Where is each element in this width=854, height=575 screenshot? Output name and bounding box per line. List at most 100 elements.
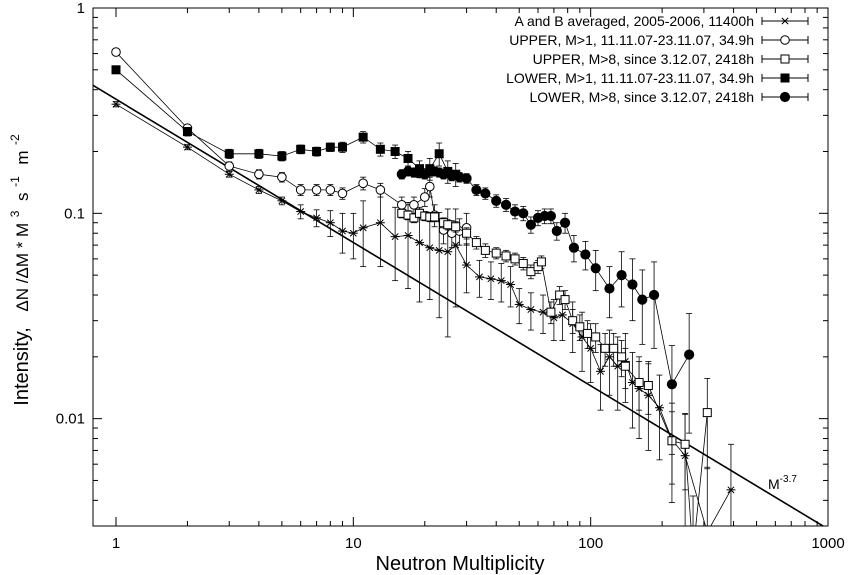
reference-line: M-3.7: [93, 84, 825, 526]
data-point: [487, 275, 495, 283]
legend-marker: [779, 91, 791, 103]
data-point: [376, 219, 384, 227]
data-point: [689, 550, 697, 558]
legend-marker: [780, 54, 790, 64]
data-point: [338, 227, 346, 235]
data-point: [277, 151, 287, 161]
data-point: [627, 279, 638, 290]
data-point: [359, 224, 367, 232]
data-point: [501, 251, 511, 261]
y-tick-labels: 0.01 0.1 1: [56, 0, 85, 428]
data-point: [480, 245, 490, 255]
data-point: [550, 314, 558, 322]
data-point: [780, 73, 790, 83]
data-point: [358, 178, 368, 189]
data-point: [780, 54, 790, 64]
data-point: [375, 185, 386, 195]
data-point: [452, 241, 460, 249]
data-point: [349, 229, 357, 237]
data-point: [558, 311, 566, 319]
plot-frame: [92, 7, 829, 527]
series-open-square: [397, 208, 712, 558]
data-point: [560, 295, 570, 305]
data-point: [425, 181, 435, 192]
data-point: [404, 231, 412, 239]
data-point: [325, 142, 335, 152]
data-point: [255, 186, 263, 194]
data-point: [390, 147, 400, 157]
data-point: [311, 185, 322, 195]
data-point: [444, 248, 452, 256]
y-axis-label-rest2: m: [13, 151, 32, 165]
data-point: [539, 308, 547, 316]
data-point: [616, 270, 627, 281]
data-point: [297, 208, 305, 216]
y-tick-label: 0.1: [64, 205, 85, 222]
data-point: [471, 184, 482, 196]
y-axis-label: Intensity, ΔN /ΔM * M 3 s -1 m -2: [2, 134, 33, 406]
data-point: [415, 239, 423, 247]
data-point: [648, 289, 660, 301]
data-point: [605, 353, 613, 361]
data-point: [434, 149, 444, 159]
data-point: [296, 144, 306, 154]
legend: A and B averaged, 2005-2006, 11400h UPPER…: [506, 13, 809, 105]
svg-text:Intensity, ΔN /ΔM * M: Intensity, ΔN /ΔM * M 3 s -1 m -2: [2, 134, 33, 406]
data-point: [526, 267, 536, 277]
data-point: [666, 379, 678, 390]
y-axis-label-rest: s: [13, 192, 32, 201]
data-point: [510, 254, 520, 264]
data-point: [313, 214, 321, 222]
series-layer: [111, 47, 736, 558]
data-point: [358, 132, 368, 142]
data-point: [583, 328, 593, 338]
x-tick-label: 1000: [811, 535, 844, 552]
data-point: [704, 529, 710, 535]
data-point: [684, 349, 695, 360]
data-point: [491, 195, 502, 206]
data-point: [568, 242, 580, 253]
x-tick-labels: 1 10 100 1000: [112, 535, 845, 552]
data-point: [575, 322, 585, 332]
data-point: [295, 185, 306, 195]
data-point: [183, 143, 191, 151]
data-point: [604, 283, 615, 294]
y-axis-label-formula: ΔN /ΔM * M: [13, 223, 32, 312]
data-point: [568, 316, 578, 326]
data-point: [430, 212, 440, 222]
reference-line-label: M-3.7: [768, 474, 797, 492]
y-axis-label-sup2: -1: [8, 176, 22, 187]
data-point: [507, 281, 515, 289]
data-point: [591, 332, 601, 342]
data-point: [443, 220, 453, 230]
data-point: [518, 258, 528, 268]
data-point: [655, 404, 664, 412]
legend-label: LOWER, M>1, 11.11.07-23.11.07, 34.9h: [506, 70, 754, 86]
data-point: [112, 100, 120, 108]
data-point: [620, 361, 630, 371]
data-point: [435, 246, 443, 254]
data-point: [337, 142, 347, 152]
data-point: [515, 300, 523, 308]
data-point: [587, 344, 595, 352]
data-point: [409, 200, 419, 210]
y-axis-label-sup1: 3: [8, 210, 22, 217]
data-point: [551, 225, 562, 237]
data-point: [111, 65, 121, 75]
data-point: [277, 172, 287, 182]
data-point: [637, 294, 648, 305]
data-point: [480, 188, 491, 199]
data-point: [596, 367, 604, 375]
data-point: [590, 263, 601, 274]
data-point: [475, 273, 483, 281]
data-point: [225, 170, 233, 178]
data-point: [463, 261, 471, 269]
x-tick-label: 100: [578, 535, 603, 552]
data-point: [527, 306, 535, 314]
data-point: [224, 149, 234, 159]
data-point: [326, 219, 334, 227]
data-point: [471, 238, 481, 248]
data-point: [518, 208, 529, 219]
series-line: [401, 170, 690, 386]
